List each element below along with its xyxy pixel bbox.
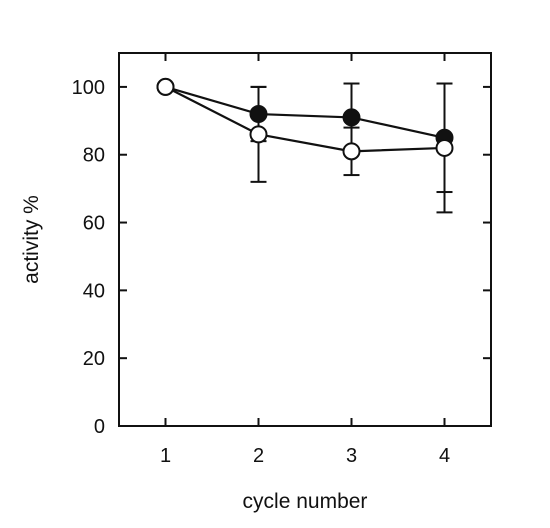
filled-data-point bbox=[342, 108, 361, 127]
open-data-point bbox=[156, 77, 175, 96]
series-1 bbox=[156, 77, 454, 194]
x-axis-title: cycle number bbox=[243, 490, 368, 513]
x-axis: 1 2 3 4 bbox=[160, 53, 450, 467]
y-tick-label: 20 bbox=[83, 348, 105, 370]
series-line bbox=[164, 85, 445, 153]
y-axis: 0 20 40 60 80 100 bbox=[72, 77, 491, 438]
series-2 bbox=[156, 77, 454, 214]
plot-area-frame bbox=[118, 52, 492, 427]
open-data-point bbox=[435, 138, 454, 157]
series-layer bbox=[156, 77, 454, 214]
y-tick-label: 0 bbox=[94, 416, 105, 438]
y-tick-label: 100 bbox=[72, 77, 105, 99]
y-tick-label: 60 bbox=[83, 213, 105, 235]
series-line bbox=[165, 85, 445, 139]
x-tick-label: 4 bbox=[439, 445, 450, 467]
y-tick-label: 80 bbox=[83, 145, 105, 167]
plot-frame bbox=[118, 52, 492, 427]
open-data-point bbox=[342, 142, 361, 161]
open-data-point bbox=[249, 125, 268, 144]
x-tick-label: 3 bbox=[346, 445, 357, 467]
x-tick-label: 1 bbox=[160, 445, 171, 467]
y-tick-label: 40 bbox=[83, 280, 105, 302]
x-tick-label: 2 bbox=[253, 445, 264, 467]
y-axis-title: activity % bbox=[20, 195, 43, 284]
